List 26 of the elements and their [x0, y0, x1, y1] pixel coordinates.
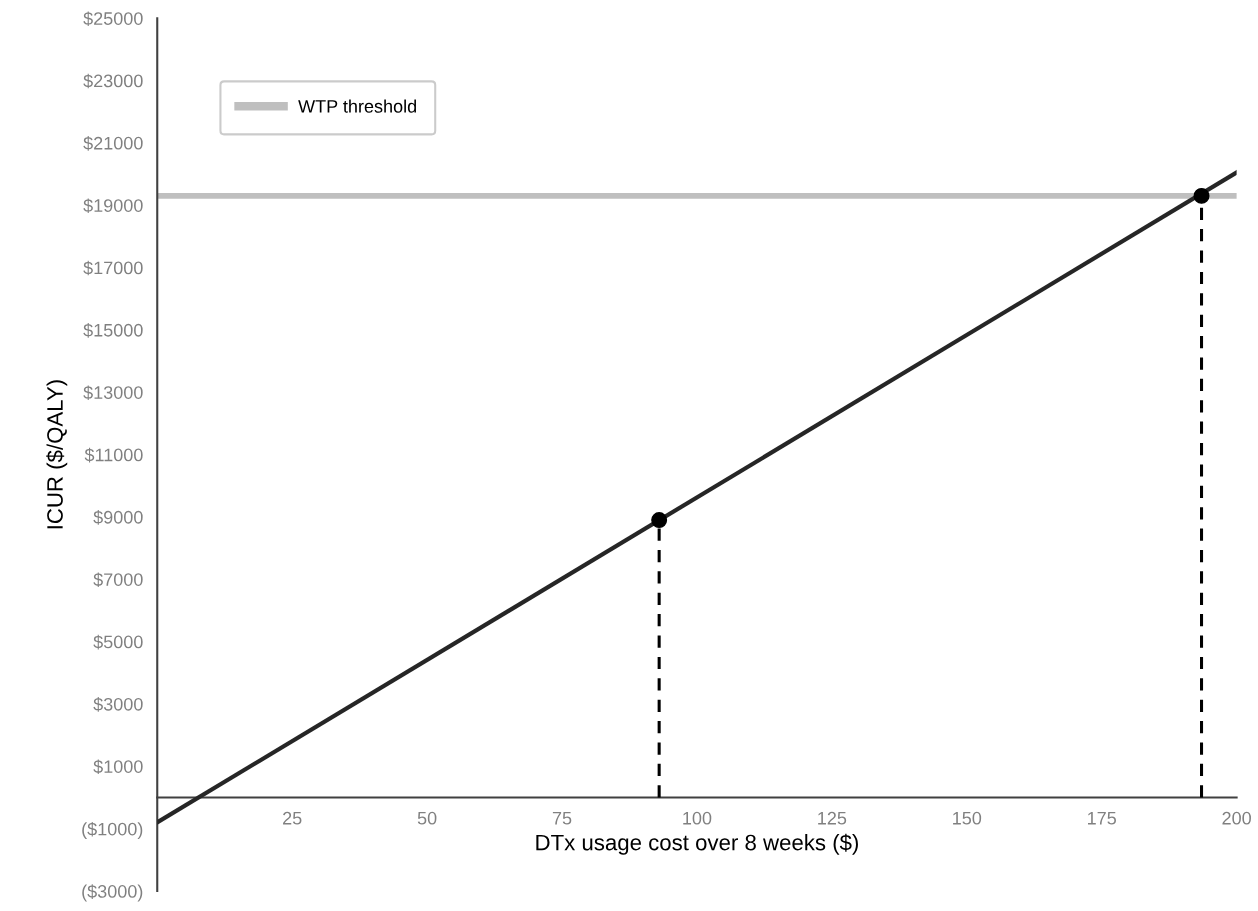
y-tick-label: $5000 [93, 634, 143, 650]
y-axis-title: ICUR ($/QALY) [46, 380, 68, 529]
y-tick-label: $3000 [93, 697, 143, 712]
y-tick-label: ($3000) [82, 884, 143, 902]
x-tick-label: 200 [1222, 811, 1251, 825]
y-tick-label: $11000 [84, 447, 143, 463]
y-tick-label: $25000 [83, 11, 143, 27]
y-tick-label: $13000 [83, 385, 143, 401]
y-tick-label: $9000 [93, 510, 143, 525]
y-tick-label: $21000 [83, 136, 143, 151]
x-axis-title: DTx usage cost over 8 weeks ($) [536, 833, 858, 855]
x-tick-label: 175 [1088, 812, 1116, 825]
y-tick-label: ($1000) [82, 821, 143, 840]
legend-label: WTP threshold [298, 99, 417, 113]
x-tick-label: 100 [683, 811, 712, 825]
y-tick-label: $15000 [83, 323, 143, 338]
y-tick-label: $17000 [83, 260, 143, 276]
y-tick-label: $19000 [83, 198, 143, 214]
x-tick-label: 50 [417, 811, 437, 825]
x-tick-label: 125 [818, 811, 847, 825]
x-tick-label: 75 [552, 812, 572, 825]
y-tick-label: $7000 [93, 572, 143, 588]
x-tick-label: 150 [953, 811, 982, 825]
y-tick-label: $23000 [83, 73, 143, 89]
y-tick-label: $1000 [93, 759, 143, 775]
x-tick-label: 25 [283, 811, 302, 825]
